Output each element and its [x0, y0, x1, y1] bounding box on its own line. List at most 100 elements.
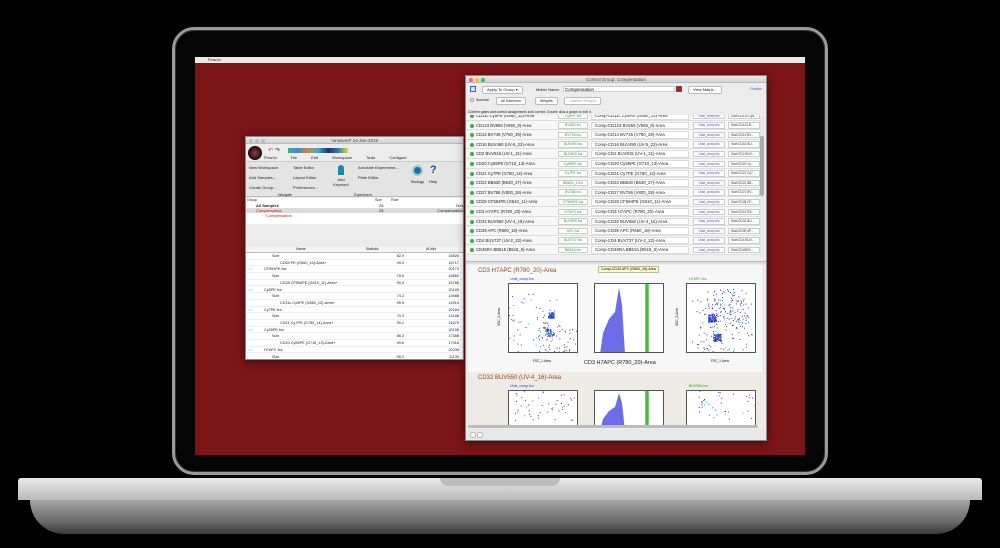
control-file-select[interactable]: BUV737.fcs	[558, 237, 588, 244]
gate-select[interactable]: Size/CD2 BUV...	[728, 150, 760, 158]
matrix-color-swatch[interactable]	[676, 86, 682, 92]
zoom-button[interactable]	[481, 77, 485, 82]
plate-editor-button[interactable]: Plate Editor	[358, 175, 379, 180]
gate-select[interactable]: Size/CD14 BV...	[728, 131, 760, 139]
layout-editor-button[interactable]: Layout Editor	[293, 175, 317, 180]
compensation-titlebar[interactable]: Control Group: Compensation	[466, 76, 766, 83]
unstained-scatter-plot[interactable]	[508, 390, 578, 425]
list-scrollbar[interactable]	[760, 116, 764, 258]
row-checkboxes[interactable]: ○□	[248, 267, 253, 272]
redo-icon[interactable]: ↷	[275, 148, 281, 154]
sample-row[interactable]: ○□ Cy55PE.fcs 20156	[246, 327, 463, 334]
annotate-experiment-button[interactable]: Annotate Experiment...	[358, 165, 399, 170]
tab-tools[interactable]: Tools	[365, 155, 376, 160]
tab-configure[interactable]: Configure	[389, 155, 407, 160]
control-row[interactable]: CD3 H7APC (R780_20)-Area H7APC.fcs Comp-CD…	[466, 207, 762, 217]
control-row[interactable]: CD20 Cy55PE (G710_13)-Area Cy55PE.fcs Comp…	[466, 159, 762, 169]
gate-select[interactable]: Size/CD11c Cy5...	[728, 115, 760, 119]
control-row[interactable]: CD4 BUV737 (UV-2_22)-Area BUV737.fcs Comp-…	[466, 235, 762, 246]
close-button[interactable]	[469, 77, 473, 82]
control-row[interactable]: CD22 BB630 (B630_27)-Area BB630_1.fcs Comp…	[466, 178, 762, 188]
sample-row[interactable]: Size 55.0 11130	[246, 354, 463, 360]
view-matrix-button[interactable]: View Matrix...	[688, 86, 722, 94]
control-file-select[interactable]: Cy5PE.fcs	[558, 115, 588, 119]
row-checkboxes[interactable]: ○□	[248, 307, 253, 312]
unstained-control-select[interactable]: Unst_comp.fcs	[693, 170, 725, 177]
gate-select[interactable]: Size/CD28 CF...	[728, 198, 760, 206]
gate-select[interactable]: Size/CD123 B...	[728, 122, 760, 129]
col-statistic[interactable]: Statistic	[366, 247, 379, 251]
zoom-button[interactable]	[261, 138, 265, 143]
biology-button[interactable]: Biology	[411, 179, 425, 184]
add-samples-button[interactable]: Add Samples...	[249, 175, 277, 180]
split-divider[interactable]	[466, 261, 766, 264]
unstained-control-select[interactable]: Unst_comp.fcs	[693, 122, 725, 129]
unstained-control-select[interactable]: Unst_comp.fcs	[693, 150, 725, 158]
new-workspace-button[interactable]: New Workspace	[249, 165, 279, 170]
sample-row[interactable]: CD11c Cy5PE (G660_12)-Area+ 99.5 14914	[246, 300, 463, 307]
apply-to-group-button[interactable]: Apply To Group ▾	[482, 86, 523, 94]
preferences-button[interactable]: Preferences...	[293, 185, 318, 190]
control-row[interactable]: CD21 Cy7PE (G780_14)-Area Cy7PE.fcs Comp-C…	[466, 168, 762, 179]
workspace-titlebar[interactable]: *unsaved* 24-Jun-2019	[246, 137, 463, 144]
all-detectors-button[interactable]: All Detectors	[496, 97, 526, 105]
horizontal-scrollbar[interactable]	[468, 425, 758, 428]
sample-row[interactable]: ○□ CF594PE.fcs 20174	[246, 266, 463, 274]
spectral-checkbox[interactable]	[470, 98, 474, 102]
control-file-select[interactable]: BV786.fcs	[558, 189, 588, 196]
sample-row[interactable]: CD28 CF594PE (G610_11)-Area+ 99.5 15786	[246, 280, 463, 287]
group-row[interactable]: All Samples 28 Test	[246, 203, 463, 208]
unstained-control-select[interactable]: Unst_comp.fcs	[693, 179, 725, 187]
flowjo-logo[interactable]	[248, 146, 262, 160]
col-name[interactable]: Name	[296, 247, 306, 251]
minimize-button[interactable]	[255, 138, 259, 143]
matrix-name-input[interactable]: Compensation	[563, 86, 675, 92]
control-file-select[interactable]: Cy55PE.fcs	[558, 160, 588, 167]
control-row[interactable]: CD45RA BB515 (B515_5)-Area BB515.fcs Comp-…	[466, 245, 762, 255]
col-group[interactable]: Group	[247, 198, 257, 202]
unstained-scatter-plot[interactable]	[508, 283, 578, 353]
unstained-control-select[interactable]: Unst_comp.fcs	[693, 237, 725, 244]
group-row[interactable]: Compensation 28 Compensation	[246, 208, 463, 213]
sample-row[interactable]: Size 86.3 17388	[246, 333, 463, 341]
unstained-control-select[interactable]: Unst_comp.fcs	[693, 189, 725, 196]
gate-select[interactable]: Size/CD3 H7A...	[728, 208, 760, 215]
control-row[interactable]: CD11c Cy5PE (G660_12)-Area Cy5PE.fcs Comp-…	[466, 115, 762, 121]
unstained-control-select[interactable]: Unst_comp.fcs	[693, 141, 725, 148]
sample-row[interactable]: Size 74.2 14988	[246, 293, 463, 300]
row-checkboxes[interactable]: ○□	[248, 287, 253, 292]
control-file-select[interactable]: Cy7PE.fcs	[558, 170, 588, 177]
control-scatter-plot[interactable]	[686, 390, 756, 425]
col-size[interactable]: Size	[375, 198, 382, 202]
help-button[interactable]: Help	[429, 179, 438, 184]
gate-select[interactable]: Size/CD4 BUV...	[728, 237, 760, 244]
undo-icon[interactable]: ↶	[268, 148, 274, 154]
control-file-select[interactable]: BV745.fcs	[558, 131, 588, 139]
control-row[interactable]: CD27 BV786 (V800_28)-Area BV786.fcs Comp-C…	[466, 187, 762, 198]
quick-toolbar-icons[interactable]	[288, 148, 348, 153]
control-row[interactable]: CD14 BV745 (V750_29)-Area BV745.fcs Comp-C…	[466, 130, 762, 140]
control-row[interactable]: CD123 BV650 (V650_8)-Area BV650.fcs Comp-C…	[466, 120, 762, 131]
tab-workspace[interactable]: Workspace	[332, 155, 352, 160]
compensation-icon[interactable]	[470, 86, 476, 92]
gate-select[interactable]: Size/CD22 BB...	[728, 179, 760, 187]
unstained-control-select[interactable]: Unst_comp.fcs	[693, 115, 725, 119]
unstained-control-select[interactable]: Unst_comp.fcs	[693, 160, 725, 167]
sample-row[interactable]: Size 78.6 15862	[246, 273, 463, 280]
group-row[interactable]: Compensation	[246, 213, 463, 218]
table-editor-button[interactable]: Table Editor	[293, 165, 315, 170]
tab-flowjo[interactable]: FlowJo	[264, 155, 277, 160]
control-file-select[interactable]: CF594PE.fcs	[558, 198, 588, 206]
unstained-control-select[interactable]: Unst_comp.fcs	[693, 198, 725, 206]
sample-row[interactable]: ○□ H7APC.fcs 20239	[246, 347, 463, 354]
optimize-weights-button[interactable]: Optimize Weights	[564, 97, 602, 105]
control-row[interactable]: CD28 CF594PE (G610_11)-Area CF594PE.fcs Co…	[466, 197, 762, 207]
tab-file[interactable]: File	[290, 155, 298, 160]
create-group-button[interactable]: Create Group...	[249, 185, 277, 190]
sample-row[interactable]: ○□ Cy5PE.fcs 20190	[246, 287, 463, 294]
gate-select[interactable]: Size/CD20 Cy...	[728, 160, 760, 167]
settings-icon[interactable]	[477, 432, 483, 438]
histogram-plot[interactable]	[594, 390, 664, 425]
gate-select[interactable]: Size/CD39 AP...	[728, 227, 760, 235]
unstained-control-select[interactable]: Unst_comp.fcs	[693, 246, 725, 254]
